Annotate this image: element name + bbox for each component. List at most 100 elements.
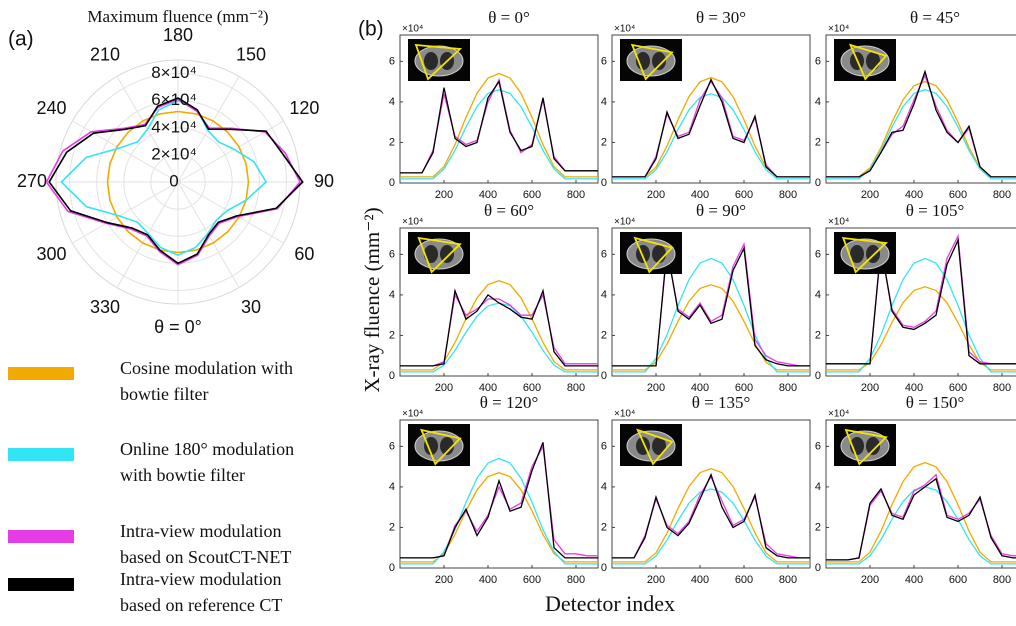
line-series	[826, 257, 1016, 373]
angle-tick-label: 300	[37, 244, 67, 264]
y-exponent-label: ×10⁴	[828, 24, 849, 35]
angle-tick-label: 120	[289, 98, 319, 118]
x-tick-label: 200	[435, 382, 453, 394]
polar-title: Maximum fluence (mm⁻²)	[87, 7, 268, 26]
inset-lung	[440, 437, 454, 455]
series-group	[826, 69, 1016, 180]
subplot: 200 400 600 800 0 2 4 6 ×10⁴ θ = 60°	[389, 201, 599, 394]
legend-label: Intra-view modulation based on ScoutCT-N…	[120, 521, 292, 567]
legend-label: Cosine modulation with bowtie filter	[120, 358, 293, 404]
line-series	[826, 89, 1016, 180]
y-tick-label: 6	[601, 55, 607, 67]
inset-lung	[424, 52, 438, 70]
x-axis-label: Detector index	[545, 591, 675, 616]
y-exponent-label: ×10⁴	[402, 24, 423, 35]
inset-lung	[636, 245, 650, 263]
legend-item: Intra-view modulation based on reference…	[0, 566, 330, 626]
radial-tick-label: 8×10⁴	[151, 63, 197, 82]
inset-beam	[633, 236, 674, 274]
line-series	[826, 461, 1016, 563]
x-tick-label: 800	[993, 574, 1011, 586]
y-tick-label: 6	[815, 55, 821, 67]
y-exponent-label: ×10⁴	[614, 409, 635, 420]
y-tick-label: 0	[389, 562, 395, 574]
x-tick-label: 600	[735, 382, 753, 394]
line-series	[400, 288, 598, 367]
angle-tick-label: 330	[90, 297, 120, 317]
inset-lung	[440, 245, 454, 263]
x-tick-label: 200	[861, 382, 879, 394]
x-tick-label: 200	[435, 189, 453, 201]
ct-inset	[834, 424, 896, 466]
y-tick-label: 6	[389, 248, 395, 260]
series-group	[612, 468, 810, 565]
x-tick-label: 400	[479, 189, 497, 201]
inset-body	[626, 45, 676, 77]
line-series	[826, 477, 1016, 561]
x-tick-label: 800	[779, 574, 797, 586]
subplot-title: θ = 105°	[906, 201, 965, 220]
x-tick-label: 400	[905, 382, 923, 394]
ct-inset	[620, 424, 682, 466]
legend-item: Intra-view modulation based on ScoutCT-N…	[0, 518, 330, 578]
inset-body	[414, 430, 464, 462]
line-series	[612, 93, 810, 180]
y-exponent-label: ×10⁴	[614, 24, 635, 35]
y-tick-label: 4	[601, 96, 607, 108]
series-group	[400, 280, 598, 373]
y-tick-label: 2	[601, 329, 607, 341]
subplot-title: θ = 45°	[910, 8, 960, 27]
line-series	[400, 472, 598, 563]
y-tick-label: 4	[389, 481, 395, 493]
series-group	[400, 72, 598, 180]
inset-lung	[866, 52, 880, 70]
polar-line	[48, 97, 304, 265]
legend-swatch	[8, 448, 74, 461]
line-series	[612, 468, 810, 563]
ct-inset	[620, 232, 682, 274]
line-series	[612, 78, 810, 178]
y-tick-label: 6	[601, 440, 607, 452]
ct-inset	[408, 232, 470, 274]
inset-beam	[420, 428, 462, 466]
angle-tick-label: 210	[90, 44, 120, 64]
angle-tick-label: 30	[241, 297, 261, 317]
line-series	[400, 280, 598, 371]
subplot-title: θ = 150°	[906, 393, 965, 412]
x-tick-label: 200	[861, 574, 879, 586]
line-series	[612, 257, 810, 373]
series-group	[400, 442, 598, 565]
subplot: 200 400 600 800 0 2 4 6 ×10⁴ θ = 150°	[815, 393, 1016, 586]
inset-beam	[841, 236, 889, 274]
subplot: 200 400 600 800 0 2 4 6 ×10⁴ θ = 135°	[601, 393, 811, 586]
inset-lung	[424, 245, 438, 263]
y-tick-label: 6	[815, 248, 821, 260]
subplot-title: θ = 120°	[480, 393, 539, 412]
radial-tick-label: 4×10⁴	[151, 117, 197, 136]
y-tick-label: 0	[601, 562, 607, 574]
y-exponent-label: ×10⁴	[614, 217, 635, 228]
polar-line	[106, 110, 250, 254]
y-tick-label: 2	[389, 521, 395, 533]
radial-tick-label: 2×10⁴	[151, 144, 197, 163]
y-tick-label: 6	[389, 55, 395, 67]
x-tick-label: 200	[647, 574, 665, 586]
y-tick-label: 4	[601, 289, 607, 301]
y-tick-label: 0	[389, 370, 395, 382]
y-tick-label: 4	[815, 481, 821, 493]
subplot: 200 400 600 800 0 2 4 6 ×10⁴ θ = 30°	[601, 8, 811, 201]
x-tick-label: 800	[779, 189, 797, 201]
subplot: 200 400 600 800 0 2 4 6 ×10⁴ θ = 90°	[601, 201, 811, 394]
x-tick-label: 400	[691, 382, 709, 394]
line-series	[826, 286, 1016, 371]
angle-tick-label: θ = 0°	[154, 317, 202, 337]
x-tick-label: 400	[691, 189, 709, 201]
y-exponent-label: ×10⁴	[828, 217, 849, 228]
x-tick-label: 600	[949, 382, 967, 394]
legend-label: Online 180° modulation with bowtie filte…	[120, 439, 295, 485]
y-tick-label: 0	[815, 370, 821, 382]
y-tick-label: 4	[601, 481, 607, 493]
inset-body	[840, 430, 890, 462]
line-series	[826, 69, 1016, 178]
